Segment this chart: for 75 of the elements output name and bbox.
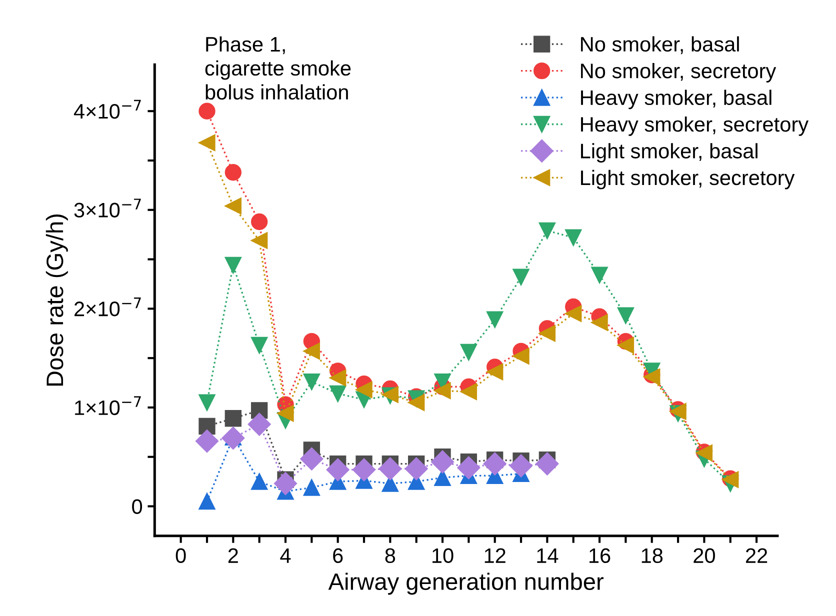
y-tick-label: 4×10$^{−7}$	[74, 100, 141, 119]
point	[224, 198, 242, 214]
point	[431, 450, 454, 474]
point	[486, 311, 504, 328]
y-tick-label: 3×10$^{−7}$	[74, 198, 141, 218]
point	[300, 447, 324, 470]
x-tick-label: 16	[590, 548, 610, 564]
point	[538, 325, 556, 342]
legend-label: Light smoker, secretory	[581, 170, 795, 190]
point	[251, 336, 268, 354]
point	[198, 102, 216, 120]
point	[224, 164, 242, 181]
point	[277, 405, 294, 422]
point	[512, 268, 530, 286]
legend-label: No smoker, basal	[581, 36, 739, 54]
x-tick-label: 2	[228, 548, 238, 563]
point	[251, 473, 268, 490]
y-tick-label: 2×10$^{−7}$	[74, 297, 141, 316]
point	[274, 472, 297, 496]
point	[591, 314, 608, 331]
point	[352, 458, 376, 482]
point	[617, 307, 634, 324]
point	[196, 430, 218, 453]
legend-label: Light smoker, basal	[581, 143, 758, 163]
point	[565, 229, 582, 246]
legend-label: Heavy smoker, basal	[581, 90, 772, 110]
point	[356, 381, 372, 398]
point	[198, 493, 216, 510]
x-tick-label: 22	[746, 548, 768, 563]
point	[617, 336, 634, 354]
point	[408, 394, 425, 411]
point	[565, 305, 582, 322]
point	[330, 370, 346, 386]
annotation: Phase 1, cigarette smoke bolus inhalation	[205, 36, 351, 100]
y-axis-title: Dose rate (Gy/h)	[46, 214, 68, 386]
point	[251, 232, 268, 249]
y-tick-label: 0	[132, 499, 142, 514]
point	[224, 410, 242, 427]
point	[251, 213, 268, 230]
x-tick-label: 10	[432, 548, 454, 564]
point	[222, 426, 245, 450]
point	[404, 457, 428, 480]
point	[378, 457, 402, 480]
point	[536, 452, 559, 476]
y-tick-label: 1×10$^{−7}$	[75, 396, 141, 416]
point	[303, 479, 320, 496]
x-tick-label: 18	[642, 548, 663, 564]
point	[512, 348, 530, 364]
point	[248, 412, 271, 436]
point	[303, 373, 320, 390]
point	[483, 452, 506, 476]
point	[434, 382, 451, 400]
x-tick-label: 4	[280, 548, 291, 563]
point	[591, 266, 608, 284]
x-axis-title: Airway generation number	[328, 572, 604, 595]
point	[460, 344, 478, 360]
point	[486, 364, 504, 380]
point	[224, 256, 242, 274]
point	[460, 383, 478, 400]
x-tick-label: 12	[484, 548, 506, 563]
x-tick-label: 0	[176, 548, 186, 564]
x-tick-label: 14	[537, 548, 558, 563]
point	[198, 394, 216, 411]
point	[198, 134, 216, 152]
legend-label: Heavy smoker, secretory	[581, 116, 809, 136]
x-tick-label: 20	[694, 548, 715, 564]
point	[330, 385, 346, 402]
point	[510, 454, 533, 478]
x-tick-label: 6	[333, 548, 343, 564]
point	[457, 456, 480, 480]
point	[326, 458, 350, 482]
legend-label: No smoker, secretory	[581, 63, 776, 82]
point	[303, 342, 320, 360]
point	[538, 222, 556, 239]
x-tick-label: 8	[385, 548, 396, 564]
